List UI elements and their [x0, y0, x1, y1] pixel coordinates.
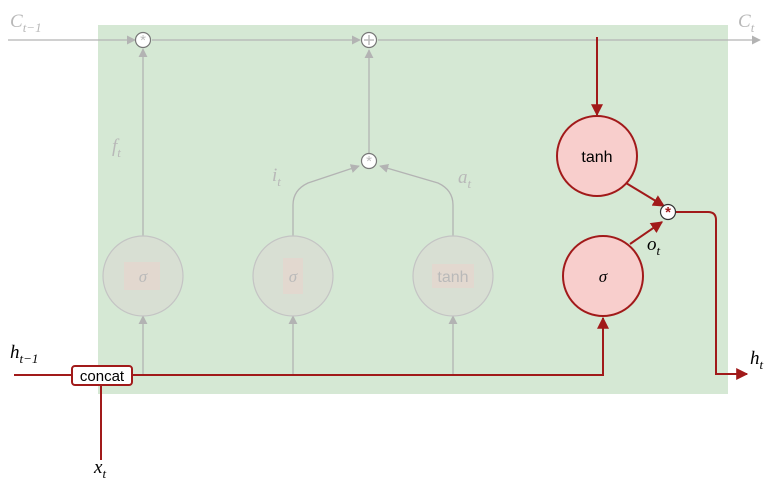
cell-add-op — [360, 31, 378, 49]
forget-gate-label: ft — [112, 136, 121, 160]
candidate-line — [379, 163, 454, 236]
candidate-tanh-node: tanh — [412, 235, 494, 317]
output-gate-label: ot — [647, 234, 661, 258]
candidate-tanh-label: tanh — [437, 269, 468, 286]
cell-tanh-label: tanh — [581, 149, 612, 166]
cell-next-label: Ct — [738, 11, 755, 35]
input-sigma-label: σ — [289, 267, 298, 286]
forget-sigma-label: σ — [139, 267, 148, 286]
tanh-to-product — [625, 182, 666, 207]
concat-label: concat — [80, 368, 125, 385]
input-label: xt — [93, 457, 106, 481]
input-multiply-op: * — [360, 152, 378, 170]
output-sigma-label: σ — [599, 267, 608, 286]
cell-prev-label: Ct−1 — [10, 11, 42, 35]
forget-sigma-node: σ — [102, 235, 184, 317]
product-to-hidden-next — [676, 211, 749, 380]
input-sigma-node: σ — [252, 235, 334, 317]
hidden-prev-label: ht−1 — [10, 342, 38, 366]
svg-text:*: * — [665, 204, 671, 221]
candidate-label: at — [458, 167, 472, 191]
hidden-next-label: ht — [750, 348, 764, 372]
forget-multiply-op: * — [134, 31, 152, 49]
output-multiply-op: * — [659, 203, 677, 221]
faded-operators: * * — [134, 31, 378, 170]
output-sigma-node: σ — [562, 235, 644, 317]
cell-tanh-node: tanh — [556, 115, 638, 197]
faded-connections — [8, 35, 761, 375]
output-gate-to-product — [629, 221, 663, 245]
active-connections — [14, 37, 749, 460]
cell-background — [98, 25, 728, 394]
concat-node: concat — [71, 365, 133, 386]
concat-to-output-gate — [132, 316, 609, 376]
input-gate-label: it — [272, 165, 281, 189]
svg-text:*: * — [140, 32, 146, 49]
svg-text:*: * — [366, 153, 372, 170]
input-gate-line — [292, 164, 360, 236]
